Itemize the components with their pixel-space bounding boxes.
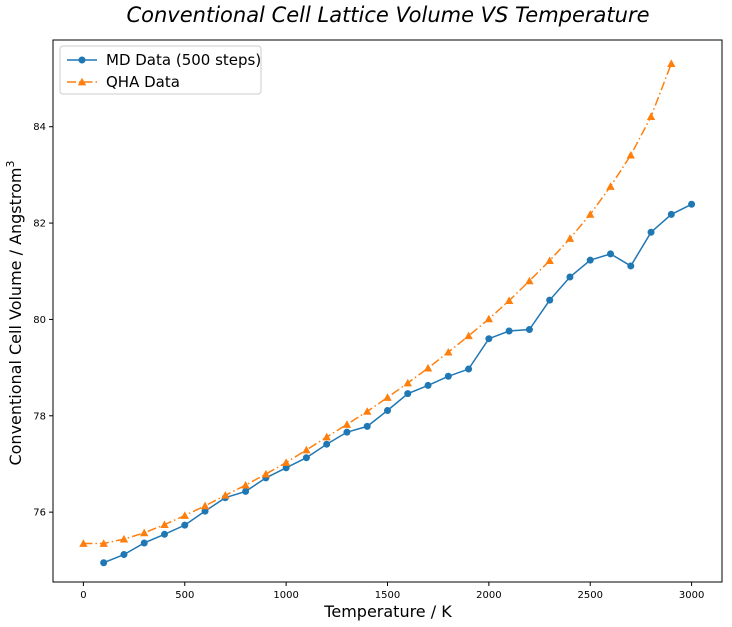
data-point	[606, 182, 615, 190]
data-point	[343, 428, 351, 436]
legend-entry: MD Data (500 steps)	[106, 51, 261, 69]
data-point	[423, 363, 433, 372]
series-line	[83, 63, 673, 545]
data-point	[241, 480, 250, 489]
data-point	[363, 407, 372, 415]
data-point	[586, 210, 595, 218]
data-point	[140, 528, 149, 537]
data-point	[120, 551, 128, 559]
data-point	[525, 326, 533, 334]
legend-swatch-marker	[78, 56, 86, 64]
series-line	[103, 203, 692, 564]
data-point	[525, 276, 534, 285]
data-point	[79, 539, 88, 547]
data-point	[504, 296, 514, 305]
y-tick-label: 84	[33, 122, 46, 133]
series-1	[100, 200, 696, 567]
data-point	[342, 420, 352, 428]
data-point	[565, 234, 575, 242]
data-point	[626, 150, 635, 159]
data-point	[444, 372, 452, 380]
data-point	[566, 273, 574, 281]
legend: MD Data (500 steps) QHA Data	[59, 45, 262, 95]
x-tick-label: 1500	[375, 590, 400, 601]
x-axis-label: Temperature / K	[323, 602, 452, 621]
data-point	[545, 256, 554, 265]
chart-title: Conventional Cell Lattice Volume VS Temp…	[126, 3, 649, 27]
y-axis-label-superscript: 3	[4, 160, 17, 167]
data-point	[261, 469, 271, 478]
data-point	[627, 262, 635, 270]
data-point	[282, 464, 290, 472]
data-point	[464, 331, 473, 340]
plot-frame	[52, 39, 723, 583]
y-axis: 76 78 80 82 84	[33, 122, 53, 519]
data-point	[242, 487, 250, 495]
data-point	[667, 210, 675, 218]
data-point	[546, 296, 554, 304]
data-point	[424, 381, 432, 389]
x-tick-label: 2000	[476, 590, 501, 601]
data-point	[363, 422, 371, 430]
data-point	[647, 228, 655, 236]
x-tick-label: 3000	[679, 590, 704, 601]
data-point	[99, 539, 108, 547]
y-tick-label: 80	[33, 315, 46, 326]
series-2	[79, 59, 676, 547]
y-tick-label: 82	[33, 219, 46, 230]
data-point	[100, 559, 108, 567]
data-point	[404, 390, 412, 398]
data-point	[161, 530, 168, 538]
data-point	[465, 365, 473, 373]
y-tick-label: 78	[33, 411, 46, 422]
data-point	[403, 378, 412, 387]
data-point	[383, 393, 392, 401]
data-point	[302, 445, 311, 454]
data-point	[607, 250, 614, 258]
legend-swatch-marker	[77, 77, 87, 86]
data-point	[384, 406, 391, 414]
data-point	[688, 200, 696, 208]
data-point	[181, 521, 189, 529]
data-point	[302, 454, 310, 462]
data-point	[323, 440, 331, 448]
data-point	[667, 59, 676, 67]
plot-area	[79, 59, 696, 567]
legend-box	[59, 45, 262, 95]
data-point	[485, 335, 493, 343]
data-point	[444, 347, 453, 356]
data-point	[119, 534, 129, 543]
y-axis-label: Conventional Cell Volume / Angstrom3	[4, 160, 25, 465]
legend-entry: QHA Data	[106, 73, 180, 91]
data-point	[160, 520, 169, 529]
data-point	[505, 327, 513, 335]
y-tick-label: 76	[33, 508, 46, 519]
x-axis: 0 500 1000 1500 2000 2500 3000	[80, 582, 704, 601]
x-tick-label: 500	[175, 590, 194, 601]
data-point	[484, 314, 494, 323]
data-point	[180, 511, 189, 519]
data-point	[200, 501, 210, 510]
data-point	[201, 507, 209, 515]
data-point	[281, 458, 291, 466]
data-point	[140, 539, 148, 547]
x-tick-label: 1000	[273, 590, 298, 601]
y-axis-label-main: Conventional Cell Volume / Angstrom	[6, 167, 25, 465]
x-tick-label: 0	[80, 590, 86, 601]
data-point	[586, 256, 594, 264]
data-point	[322, 432, 331, 441]
data-point	[221, 491, 230, 499]
x-tick-label: 2500	[578, 590, 603, 601]
data-point	[646, 112, 656, 120]
